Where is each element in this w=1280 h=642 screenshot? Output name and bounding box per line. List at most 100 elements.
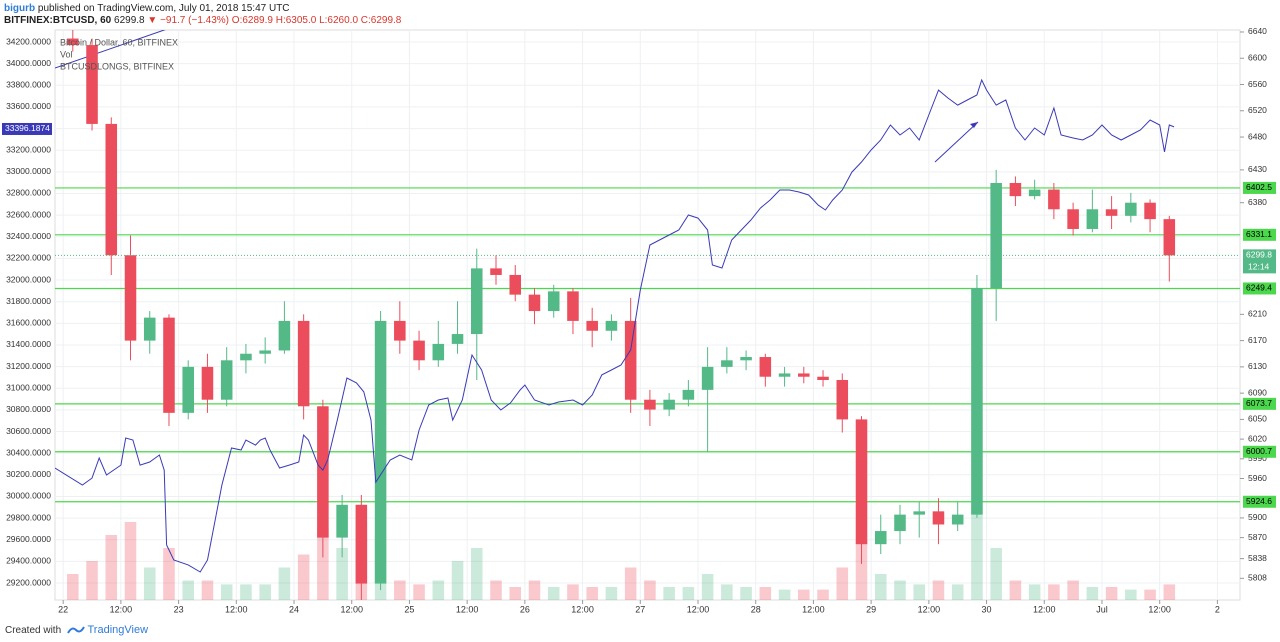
x-tick-label: 12:00 — [225, 604, 248, 614]
candle-body — [778, 373, 791, 377]
candle-body — [1125, 202, 1137, 216]
candle-body — [201, 366, 214, 400]
candle-body — [182, 366, 194, 413]
volume-bar — [1163, 584, 1176, 600]
volume-bar — [490, 580, 502, 600]
candle-body — [547, 291, 560, 312]
volume-bar — [567, 584, 579, 600]
volume-bar — [586, 587, 598, 600]
x-tick-label: 12:00 — [918, 604, 941, 614]
volume-bar — [740, 587, 752, 600]
footer: Created with TradingView — [5, 624, 148, 636]
volume-bar — [836, 567, 849, 600]
candle-body — [490, 268, 502, 275]
volume-bar — [1086, 587, 1099, 600]
candle-body — [721, 360, 733, 367]
y2-tick-label: 32400.0000 — [6, 231, 51, 241]
level-label: 6402.5 — [1246, 182, 1272, 192]
candle-body — [451, 334, 464, 344]
level-label: 6073.7 — [1246, 398, 1272, 408]
volume-bar — [67, 574, 79, 600]
arrow-line — [934, 121, 979, 163]
candle-body — [336, 504, 348, 538]
candle-body — [663, 399, 675, 410]
volume-bar — [163, 548, 175, 600]
y2-tick-label: 33800.0000 — [6, 80, 51, 90]
y-tick-label: 6640 — [1248, 28, 1267, 36]
author[interactable]: bigurb — [4, 3, 36, 14]
x-tick-label: 26 — [520, 604, 530, 614]
candle-body — [1048, 189, 1060, 210]
created-with: Created with — [5, 625, 62, 636]
y2-tick-label: 29200.0000 — [6, 577, 51, 587]
volume-bar — [798, 589, 810, 600]
x-tick-label: 22 — [58, 604, 68, 614]
x-tick-label: Jul — [1096, 604, 1108, 614]
publish-line: bigurb published on TradingView.com, Jul… — [4, 3, 290, 14]
volume-bar — [605, 587, 618, 600]
level-label-box — [1243, 228, 1276, 241]
candle-body — [394, 320, 406, 341]
candle-body — [355, 504, 368, 584]
x-tick-label: 27 — [635, 604, 645, 614]
candle-body — [1086, 209, 1099, 229]
candle-body — [124, 255, 137, 341]
candle-body — [682, 389, 695, 400]
candle-body — [297, 320, 310, 407]
y-tick-label: 6130 — [1248, 361, 1267, 371]
volume-bar — [317, 528, 329, 600]
x-tick-label: 28 — [751, 604, 761, 614]
candle-body — [1144, 202, 1156, 220]
candle-body — [1163, 219, 1176, 256]
x-tick-label: 30 — [982, 604, 992, 614]
legend-volume: Vol — [60, 49, 73, 59]
candle-body — [624, 320, 637, 400]
volume-bar — [990, 548, 1002, 600]
volume-bar — [1144, 589, 1156, 600]
published: published on TradingView.com, July 01, 2… — [37, 3, 290, 14]
volume-bar — [682, 587, 695, 600]
chart: 22 12:00 23 12:00 24 12:00 25 12:00 26 12:00 27 12:… — [2, 28, 1276, 614]
y-tick-label: 6600 — [1248, 52, 1267, 62]
volume-bar — [297, 554, 310, 600]
candle-body — [605, 320, 618, 331]
y-tick-label: 5808 — [1248, 573, 1267, 583]
candle-body — [817, 376, 829, 381]
y-tick-label: 6090 — [1248, 387, 1267, 397]
brand[interactable]: TradingView — [87, 624, 149, 636]
candle-body — [951, 514, 964, 525]
candle-body — [432, 343, 445, 361]
symbol-line: BITFINEX:BTCUSD, 60 6299.8 ▼ −91.7 (−1.4… — [4, 15, 401, 26]
candle-body — [67, 38, 79, 46]
volume-bar — [701, 574, 714, 600]
symbol: BITFINEX:BTCUSD, 60 — [4, 15, 112, 26]
y-tick-label: 6480 — [1248, 131, 1267, 141]
volume-bar — [124, 522, 137, 600]
volume-bar — [413, 584, 425, 600]
x-tick-label: 2 — [1215, 604, 1220, 614]
candle-body — [1028, 189, 1041, 197]
y2-tick-label: 32000.0000 — [6, 274, 51, 284]
level-label-box — [1243, 282, 1276, 295]
volume-bar — [1048, 584, 1060, 600]
candle-body — [105, 123, 118, 256]
candle-body — [586, 320, 598, 331]
volume-bar — [1105, 587, 1118, 600]
candle-body — [1105, 209, 1118, 216]
longs-last-box — [2, 122, 52, 135]
candle-body — [220, 360, 233, 400]
candle-body — [971, 288, 983, 515]
candle-body — [471, 268, 483, 335]
y2-tick-label: 30000.0000 — [6, 491, 51, 501]
plot — [55, 30, 1240, 600]
candle-body — [932, 511, 945, 525]
candle-body — [509, 274, 522, 295]
grid — [55, 30, 1240, 600]
y2-tick-label: 29400.0000 — [6, 556, 51, 566]
x-tick-label: 12:00 — [456, 604, 479, 614]
volume-bar — [1125, 589, 1137, 600]
candle-body — [913, 511, 925, 515]
candle-body — [990, 183, 1002, 289]
volume-bar — [624, 567, 637, 600]
x-tick-label: 12:00 — [571, 604, 594, 614]
